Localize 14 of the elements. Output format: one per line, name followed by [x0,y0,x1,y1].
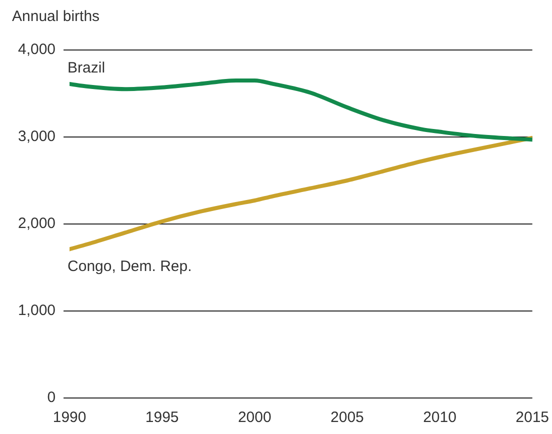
y-tick-label: 0 [47,389,56,406]
x-tick-label: 2000 [238,409,272,426]
series-label: Congo, Dem. Rep. [68,258,192,275]
y-axis-title: Annual births [12,8,100,25]
x-tick-label: 2005 [330,409,364,426]
x-tick-label: 2010 [423,409,456,426]
y-tick-label: 4,000 [18,41,56,58]
x-tick-label: 1990 [52,409,86,426]
series-label: Brazil [68,60,106,77]
y-tick-label: 2,000 [18,215,56,232]
y-tick-label: 3,000 [18,128,56,146]
x-tick-label: 2015 [516,409,550,426]
y-tick-label: 1,000 [18,302,56,320]
x-tick-label: 1995 [145,409,179,426]
